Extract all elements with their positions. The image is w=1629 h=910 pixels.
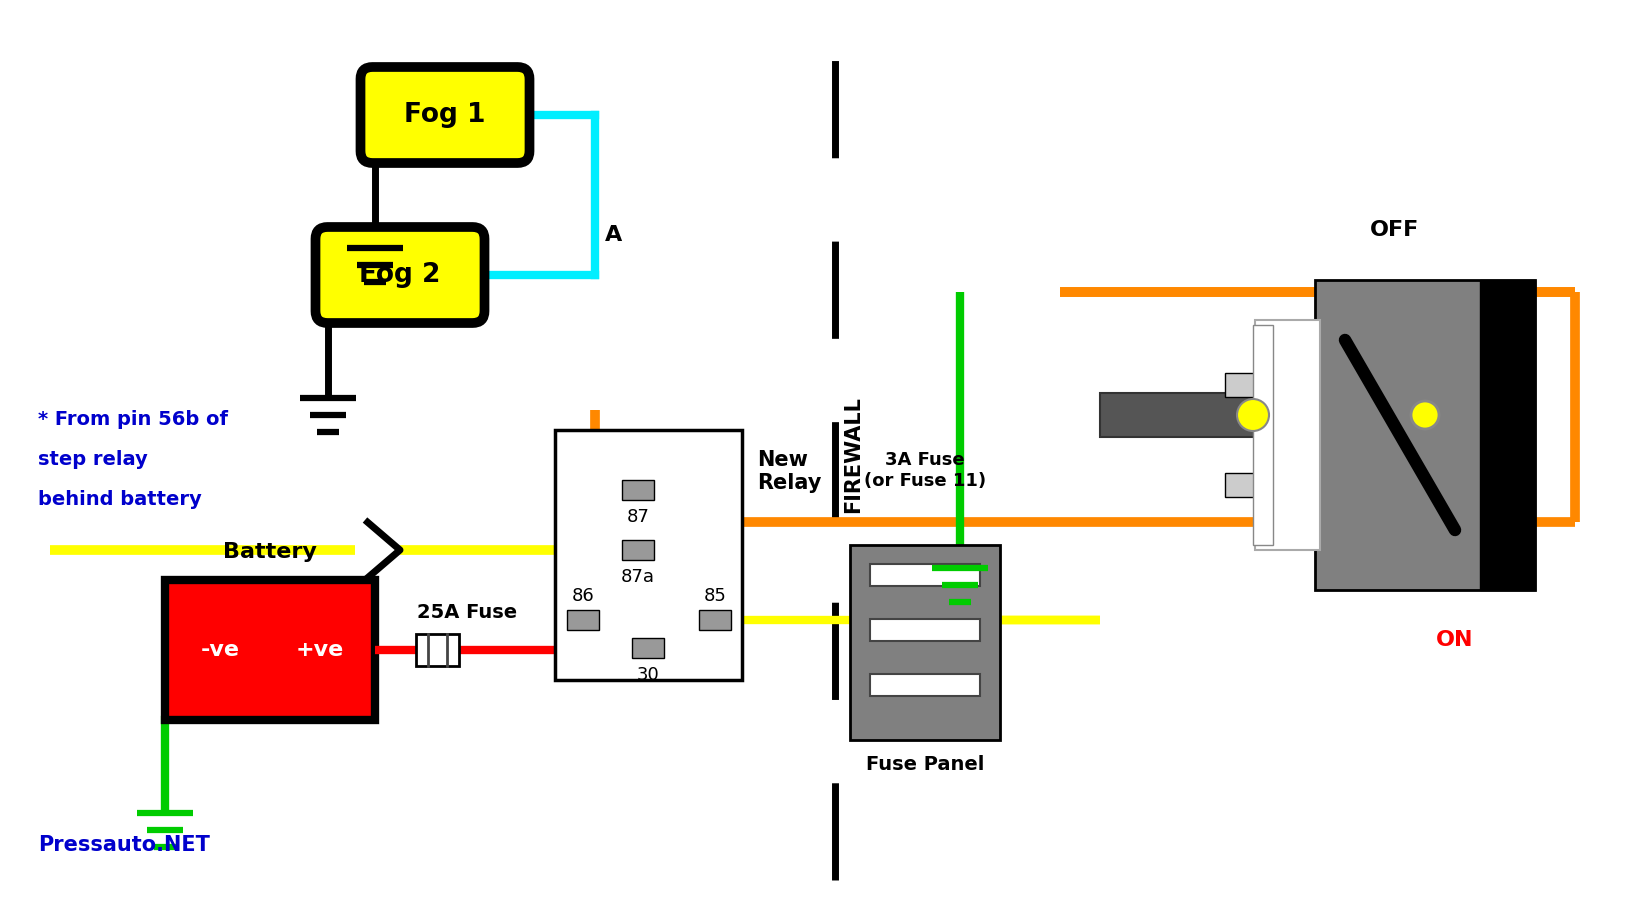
Bar [1225,373,1258,397]
Text: Pressauto.NET: Pressauto.NET [37,835,210,855]
Text: 25A Fuse: 25A Fuse [417,603,518,622]
Bar [1100,393,1254,437]
Text: 87a: 87a [621,568,655,586]
Bar [850,545,1000,740]
Text: OFF: OFF [1370,220,1419,240]
Bar [870,564,981,586]
FancyBboxPatch shape [316,227,484,323]
Text: 85: 85 [704,587,727,605]
Bar [1254,320,1319,550]
Text: 3A Fuse
(or Fuse 11): 3A Fuse (or Fuse 11) [863,451,986,490]
Text: FIREWALL: FIREWALL [842,397,863,513]
Text: Fuse Panel: Fuse Panel [865,755,984,774]
Text: 30: 30 [637,666,660,684]
Bar [417,634,459,666]
Text: 87: 87 [627,508,650,526]
Bar [622,540,653,560]
Text: -ve: -ve [200,640,239,660]
Text: Fog 2: Fog 2 [360,262,441,288]
Bar [870,619,981,641]
Text: step relay: step relay [37,450,148,469]
FancyBboxPatch shape [360,67,529,163]
Text: Fog 1: Fog 1 [404,102,485,128]
Text: New
Relay: New Relay [757,450,821,493]
Text: Battery: Battery [223,542,318,562]
Text: A: A [604,225,622,245]
Bar [1315,280,1535,590]
Bar [1253,325,1272,545]
Bar [1225,473,1258,497]
Text: 86: 86 [572,587,595,605]
Bar [632,638,665,658]
Text: ON: ON [1437,630,1474,650]
Circle shape [1236,399,1269,431]
Bar [622,480,653,500]
Text: * From pin 56b of: * From pin 56b of [37,410,228,429]
Bar [567,610,599,630]
Bar [870,674,981,696]
Bar [165,580,375,720]
Circle shape [1411,401,1438,429]
Text: behind battery: behind battery [37,490,202,509]
Bar [699,610,731,630]
Text: +ve: +ve [296,640,344,660]
Bar [1481,280,1535,590]
Bar [555,430,741,680]
